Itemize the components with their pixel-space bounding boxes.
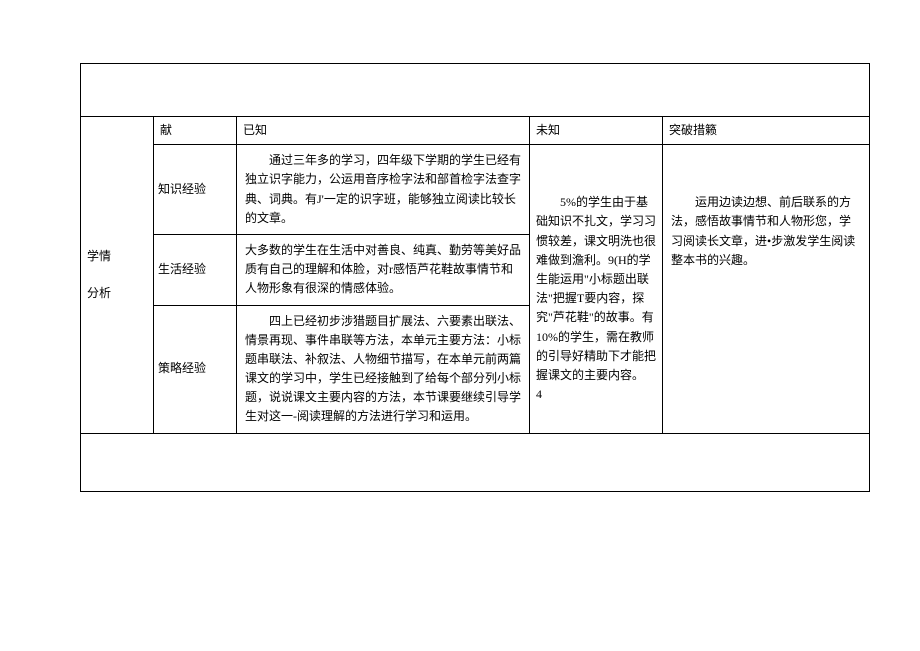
life-content: 大多数的学生在生活中对善良、纯真、勤劳等美好品质有自己的理解和体脸，对r感悟芦花… — [237, 234, 530, 305]
header-col4: 突破措籁 — [663, 117, 870, 145]
bottom-gap-row — [81, 433, 870, 491]
left-category-cell: 学情 分析 — [81, 117, 154, 434]
empty-top-row — [81, 64, 870, 117]
unknown-merged: 5%的学生由于基础知识不扎文，学习习惯较差，课文明洗也很难做到澹利。9(H的学生… — [530, 145, 663, 433]
tactic-label: 策略经验 — [154, 305, 237, 433]
bottom-gap-cell — [81, 433, 870, 491]
document-page: 学情 分析 献 已知 未知 突破措籁 知识经验 通过三年多的学习，四年级下学期的… — [0, 0, 920, 651]
empty-cell — [81, 64, 870, 117]
life-text: 大多数的学生在生活中对善良、纯真、勤劳等美好品质有自己的理解和体脸，对r感悟芦花… — [245, 241, 521, 299]
life-label: 生活经验 — [154, 234, 237, 305]
header-row: 学情 分析 献 已知 未知 突破措籁 — [81, 117, 870, 145]
knowledge-text: 通过三年多的学习，四年级下学期的学生已经有独立识字能力，公运用音序检字法和部首检… — [245, 151, 521, 228]
knowledge-row: 知识经验 通过三年多的学习，四年级下学期的学生已经有独立识字能力，公运用音序检字… — [81, 145, 870, 235]
side-label-1: 学情 — [87, 247, 147, 266]
tactic-content: 四上已经初步涉猎题目扩展法、六要素出联法、情景再现、事件串联等方法，本单元主要方… — [237, 305, 530, 433]
knowledge-label: 知识经验 — [154, 145, 237, 235]
analysis-table: 学情 分析 献 已知 未知 突破措籁 知识经验 通过三年多的学习，四年级下学期的… — [80, 63, 870, 492]
header-col2: 已知 — [237, 117, 530, 145]
strategy-text: 运用边读边想、前后联系的方法，感悟故事情节和人物形您，学习阅读长文章，进•步激发… — [671, 193, 861, 270]
header-col1: 献 — [154, 117, 237, 145]
strategy-merged: 运用边读边想、前后联系的方法，感悟故事情节和人物形您，学习阅读长文章，进•步激发… — [663, 145, 870, 433]
side-label-2: 分析 — [87, 284, 147, 303]
unknown-spacer — [536, 151, 656, 193]
unknown-text: 5%的学生由于基础知识不扎文，学习习惯较差，课文明洗也很难做到澹利。9(H的学生… — [536, 193, 656, 404]
side-gap — [87, 266, 147, 284]
knowledge-content: 通过三年多的学习，四年级下学期的学生已经有独立识字能力，公运用音序检字法和部首检… — [237, 145, 530, 235]
strategy-spacer — [671, 151, 861, 193]
header-col3: 未知 — [530, 117, 663, 145]
tactic-text: 四上已经初步涉猎题目扩展法、六要素出联法、情景再现、事件串联等方法，本单元主要方… — [245, 312, 521, 427]
